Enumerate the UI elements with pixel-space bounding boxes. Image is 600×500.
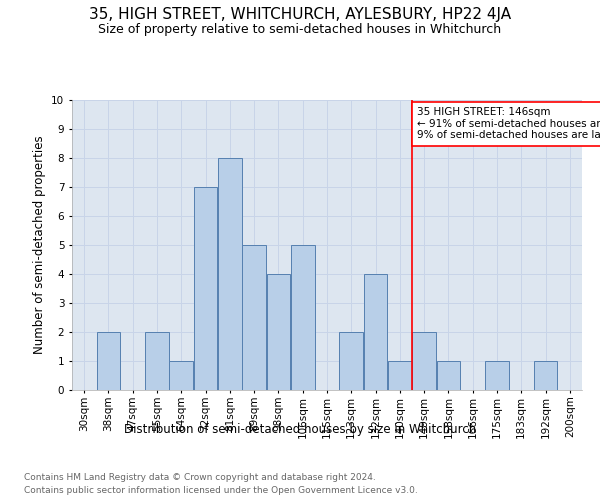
Text: Contains public sector information licensed under the Open Government Licence v3: Contains public sector information licen… bbox=[24, 486, 418, 495]
Bar bbox=[340, 332, 363, 390]
Bar bbox=[145, 332, 169, 390]
Bar bbox=[388, 361, 412, 390]
Text: Distribution of semi-detached houses by size in Whitchurch: Distribution of semi-detached houses by … bbox=[124, 422, 476, 436]
Bar bbox=[266, 274, 290, 390]
Bar bbox=[242, 245, 266, 390]
Bar bbox=[412, 332, 436, 390]
Text: Contains HM Land Registry data © Crown copyright and database right 2024.: Contains HM Land Registry data © Crown c… bbox=[24, 472, 376, 482]
Bar bbox=[169, 361, 193, 390]
Text: 35 HIGH STREET: 146sqm
← 91% of semi-detached houses are smaller (43)
9% of semi: 35 HIGH STREET: 146sqm ← 91% of semi-det… bbox=[417, 108, 600, 140]
Y-axis label: Number of semi-detached properties: Number of semi-detached properties bbox=[32, 136, 46, 354]
Bar bbox=[485, 361, 509, 390]
Bar bbox=[364, 274, 388, 390]
Bar bbox=[437, 361, 460, 390]
Bar bbox=[218, 158, 242, 390]
Text: Size of property relative to semi-detached houses in Whitchurch: Size of property relative to semi-detach… bbox=[98, 22, 502, 36]
Bar bbox=[291, 245, 314, 390]
Bar bbox=[533, 361, 557, 390]
Text: 35, HIGH STREET, WHITCHURCH, AYLESBURY, HP22 4JA: 35, HIGH STREET, WHITCHURCH, AYLESBURY, … bbox=[89, 8, 511, 22]
Bar bbox=[97, 332, 121, 390]
Bar bbox=[194, 187, 217, 390]
